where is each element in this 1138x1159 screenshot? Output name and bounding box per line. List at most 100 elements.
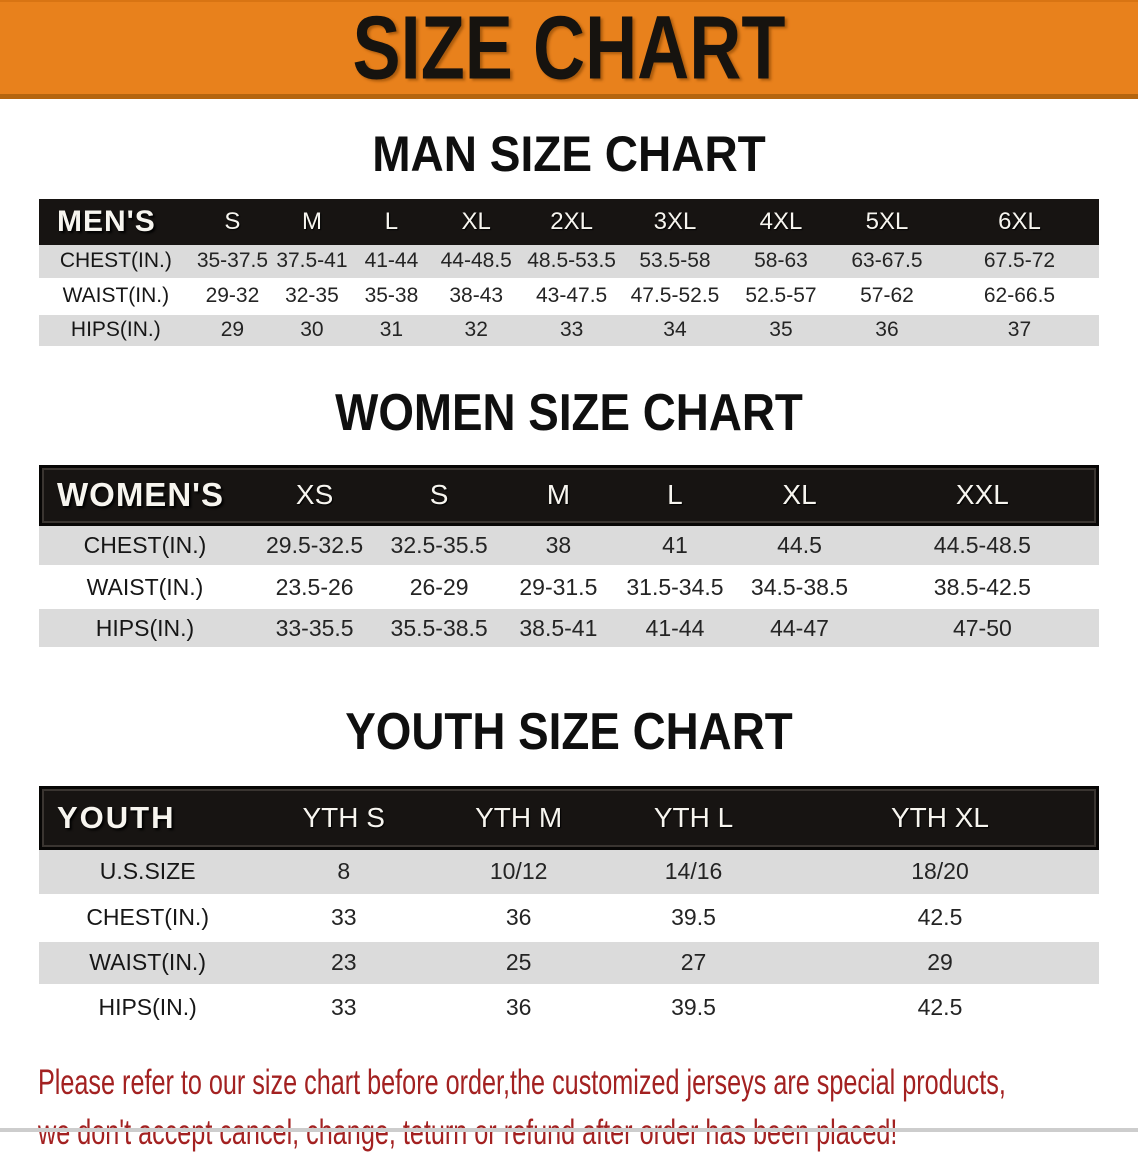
section-title: YOUTH SIZE CHART	[68, 706, 1069, 758]
table-cell: 35	[728, 313, 834, 347]
size-column-header: YTH L	[606, 786, 781, 850]
table-cell: 38.5-42.5	[866, 567, 1099, 608]
table-cell: 36	[834, 313, 940, 347]
table-cell: 18/20	[781, 850, 1099, 895]
table-cell: 26-29	[378, 567, 500, 608]
table-cell: 43-47.5	[521, 279, 622, 313]
table-cell: 30	[272, 313, 352, 347]
table-cell: 29-31.5	[500, 567, 617, 608]
table-cell: 39.5	[606, 895, 781, 940]
table-cell: 47.5-52.5	[622, 279, 728, 313]
table-cell: 35.5-38.5	[378, 608, 500, 649]
size-column-header: XL	[431, 199, 521, 245]
table-cell: 44.5	[733, 526, 866, 567]
size-column-header: M	[500, 465, 617, 526]
row-label: WAIST(IN.)	[39, 940, 256, 985]
row-label: HIPS(IN.)	[39, 985, 256, 1030]
table-cell: 38-43	[431, 279, 521, 313]
table-cell: 35-37.5	[193, 245, 273, 279]
size-column-header: S	[193, 199, 273, 245]
table-cell: 36	[431, 985, 606, 1030]
table-cell: 47-50	[866, 608, 1099, 649]
table-cell: 48.5-53.5	[521, 245, 622, 279]
table-corner-label: YOUTH	[39, 786, 256, 850]
table-cell: 32.5-35.5	[378, 526, 500, 567]
table-cell: 41	[617, 526, 734, 567]
table-cell: 41-44	[617, 608, 734, 649]
table-cell: 63-67.5	[834, 245, 940, 279]
table-cell: 10/12	[431, 850, 606, 895]
size-column-header: L	[352, 199, 432, 245]
table-cell: 29-32	[193, 279, 273, 313]
size-column-header: 3XL	[622, 199, 728, 245]
table-cell: 34	[622, 313, 728, 347]
table-cell: 53.5-58	[622, 245, 728, 279]
table-corner-label: WOMEN'S	[39, 465, 251, 526]
size-column-header: 5XL	[834, 199, 940, 245]
table-cell: 35-38	[352, 279, 432, 313]
size-column-header: 6XL	[940, 199, 1099, 245]
row-label: HIPS(IN.)	[39, 608, 251, 649]
table-cell: 44.5-48.5	[866, 526, 1099, 567]
row-label: HIPS(IN.)	[39, 313, 193, 347]
row-label: CHEST(IN.)	[39, 245, 193, 279]
table-cell: 67.5-72	[940, 245, 1099, 279]
size-chart-banner: SIZE CHART	[0, 0, 1138, 99]
size-column-header: YTH M	[431, 786, 606, 850]
table-cell: 34.5-38.5	[733, 567, 866, 608]
table-cell: 8	[256, 850, 431, 895]
section-title: WOMEN SIZE CHART	[68, 387, 1069, 439]
size-column-header: XS	[251, 465, 378, 526]
row-label: CHEST(IN.)	[39, 526, 251, 567]
table-cell: 58-63	[728, 245, 834, 279]
size-column-header: L	[617, 465, 734, 526]
table-cell: 32	[431, 313, 521, 347]
size-column-header: YTH S	[256, 786, 431, 850]
table-cell: 33-35.5	[251, 608, 378, 649]
table-cell: 33	[256, 895, 431, 940]
disclaimer: Please refer to our size chart before or…	[38, 1058, 1138, 1159]
table-cell: 14/16	[606, 850, 781, 895]
disclaimer-line-2: we don't accept cancel, change, teturn o…	[38, 1108, 830, 1159]
size-column-header: S	[378, 465, 500, 526]
table-cell: 62-66.5	[940, 279, 1099, 313]
table-cell: 27	[606, 940, 781, 985]
table-cell: 31	[352, 313, 432, 347]
table-cell: 44-47	[733, 608, 866, 649]
table-cell: 29	[781, 940, 1099, 985]
table-corner-label: MEN'S	[39, 199, 193, 245]
table-cell: 39.5	[606, 985, 781, 1030]
table-cell: 29.5-32.5	[251, 526, 378, 567]
banner-title: SIZE CHART	[353, 3, 786, 93]
table-cell: 52.5-57	[728, 279, 834, 313]
size-column-header: 2XL	[521, 199, 622, 245]
size-column-header: M	[272, 199, 352, 245]
table-cell: 42.5	[781, 895, 1099, 940]
table-cell: 41-44	[352, 245, 432, 279]
table-cell: 23	[256, 940, 431, 985]
table-cell: 57-62	[834, 279, 940, 313]
table-cell: 31.5-34.5	[617, 567, 734, 608]
disclaimer-line-1: Please refer to our size chart before or…	[38, 1058, 830, 1109]
row-label: U.S.SIZE	[39, 850, 256, 895]
row-label: WAIST(IN.)	[39, 279, 193, 313]
table-cell: 38.5-41	[500, 608, 617, 649]
table-cell: 38	[500, 526, 617, 567]
table-cell: 23.5-26	[251, 567, 378, 608]
